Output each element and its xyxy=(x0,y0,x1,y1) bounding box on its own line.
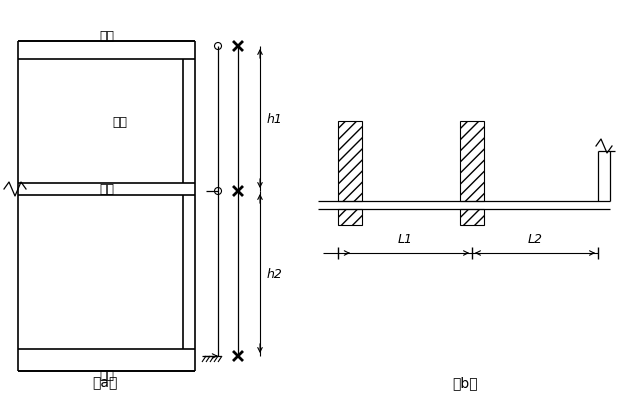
Text: 顶板: 顶板 xyxy=(100,29,115,43)
Text: L2: L2 xyxy=(527,233,542,245)
Bar xyxy=(460,122,484,201)
Text: 楼板: 楼板 xyxy=(100,183,115,196)
Text: h1: h1 xyxy=(267,113,283,126)
Text: （b）: （b） xyxy=(452,375,478,389)
Bar xyxy=(460,209,484,225)
Bar xyxy=(338,122,362,201)
Text: （a）: （a） xyxy=(93,375,118,389)
Bar xyxy=(338,209,362,225)
Text: h2: h2 xyxy=(267,267,283,280)
Text: L1: L1 xyxy=(398,233,413,245)
Text: 底板: 底板 xyxy=(100,369,115,381)
Text: 侧壁: 侧壁 xyxy=(113,115,127,128)
